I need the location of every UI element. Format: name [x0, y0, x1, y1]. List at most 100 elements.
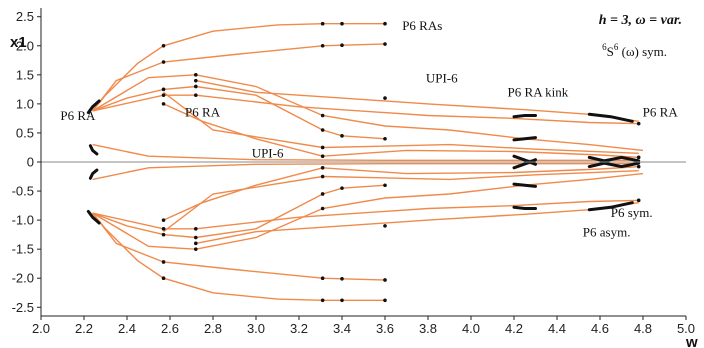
annotation-label: P6 RA — [60, 108, 96, 123]
x-tick-label: 3.8 — [419, 321, 437, 336]
bifurcation-point — [161, 276, 166, 281]
bifurcation-point — [636, 164, 641, 169]
x-tick-label: 4.6 — [591, 321, 609, 336]
curve-line — [92, 172, 644, 250]
bifurcation-point — [161, 60, 166, 64]
bifurcation-point — [194, 227, 198, 231]
x-tick-label: 2.8 — [204, 321, 222, 336]
bifurcation-point — [340, 134, 344, 138]
x-tick-label: 2.6 — [161, 321, 179, 336]
annotation-label: UPI-6 — [252, 145, 284, 160]
annotation-label: UPI-6 — [426, 70, 458, 85]
y-tick-label: -2.5 — [12, 300, 34, 315]
curve-line — [163, 170, 639, 233]
annotation-group: P6 RA P6 RA P6 RAs UPI-6 P6 RA kink P6 RA UPI-… — [60, 18, 678, 239]
bifurcation-point — [161, 218, 166, 222]
x-tick-label: 3.6 — [376, 321, 394, 336]
bifurcation-point — [161, 232, 166, 237]
annotation-label: P6 RAs — [402, 18, 442, 33]
annotation-label: P6 RA — [185, 105, 221, 120]
bifurcation-point — [383, 21, 387, 26]
stable-branch — [512, 154, 537, 166]
bifurcation-point — [161, 87, 166, 92]
x-tick-label: 2.4 — [118, 321, 136, 336]
info-box-subtitle: 6S6 (ω) sym. — [602, 42, 667, 59]
annotation-label: P6 RA kink — [508, 84, 569, 99]
bifurcation-point — [161, 260, 166, 264]
bifurcation-point — [320, 145, 325, 150]
bifurcation-point — [194, 93, 198, 97]
bifurcation-point — [383, 298, 387, 303]
x-tick-label: 5.0 — [677, 321, 695, 336]
curve-line — [92, 184, 386, 239]
stable-branch-group — [86, 99, 641, 225]
x-tick-label: 3.4 — [333, 321, 351, 336]
bifurcation-point — [320, 154, 325, 158]
bifurcation-point — [383, 183, 387, 188]
bifurcation-point — [320, 206, 325, 211]
bifurcation-point — [636, 155, 641, 160]
y-tick-label: 2.0 — [16, 38, 34, 53]
y-tick-label: 0.5 — [16, 125, 34, 140]
annotation-label: P6 sym. — [611, 205, 653, 220]
bifurcation-point — [383, 278, 387, 282]
y-tick-label: -1.0 — [12, 213, 34, 228]
bifurcation-point — [383, 224, 387, 228]
stable-branch — [86, 99, 101, 115]
bifurcation-point — [194, 78, 198, 83]
info-sup-2: 6 — [614, 42, 619, 52]
bifurcation-point — [320, 43, 325, 48]
curve-line — [92, 74, 644, 152]
bifurcation-point — [320, 174, 325, 179]
curve-line — [92, 94, 639, 125]
bifurcation-point — [383, 136, 387, 141]
bifurcation-point — [636, 121, 641, 126]
y-tick-label: -0.5 — [12, 184, 34, 199]
bifurcation-point — [340, 43, 344, 47]
bifurcation-point — [194, 73, 198, 77]
x-tick-label: 2.2 — [75, 321, 93, 336]
x-axis-title: w — [685, 334, 698, 348]
bifurcation-point — [194, 84, 198, 89]
bifurcation-point — [161, 227, 166, 231]
bifurcation-point — [383, 96, 387, 100]
y-tick-label: 0 — [27, 155, 34, 170]
bifurcation-point — [340, 298, 344, 303]
curve-group — [92, 23, 644, 301]
bifurcation-point — [320, 298, 325, 303]
y-tick-label: 1.0 — [16, 96, 34, 111]
stable-branch — [512, 182, 537, 188]
bifurcation-point — [194, 247, 198, 251]
bifurcation-point — [320, 128, 325, 132]
y-tick-label: -1.5 — [12, 242, 34, 257]
x-tick-label: 3.2 — [290, 321, 308, 336]
curve-line — [92, 199, 639, 230]
bifurcation-point — [340, 186, 344, 190]
bifurcation-point — [194, 241, 198, 246]
stable-branch — [587, 112, 634, 123]
stable-branch — [587, 161, 641, 169]
y-tick-label: -2.0 — [12, 271, 34, 286]
bifurcation-point — [383, 42, 387, 46]
y-tick-label: 1.5 — [16, 67, 34, 82]
bifurcation-point-group — [161, 21, 641, 303]
x-tick-label: 4.2 — [505, 321, 523, 336]
stable-branch — [512, 205, 537, 210]
bifurcation-point — [161, 102, 166, 106]
bifurcation-point — [340, 277, 344, 281]
annotation-label: P6 asym. — [583, 224, 631, 239]
x-tick-label: 4.8 — [634, 321, 652, 336]
stable-branch — [88, 144, 99, 156]
bifurcation-point — [194, 235, 198, 240]
stable-branch — [512, 158, 537, 170]
curve-line — [92, 212, 385, 301]
x-tick-label: 4.0 — [462, 321, 480, 336]
y-axis-title: x1 — [10, 34, 27, 51]
curve-line — [163, 165, 639, 221]
stable-branch — [512, 114, 537, 119]
bifurcation-point — [161, 43, 166, 48]
stable-branch — [88, 168, 99, 180]
curve-line — [163, 103, 639, 159]
info-mid: S — [607, 44, 614, 59]
